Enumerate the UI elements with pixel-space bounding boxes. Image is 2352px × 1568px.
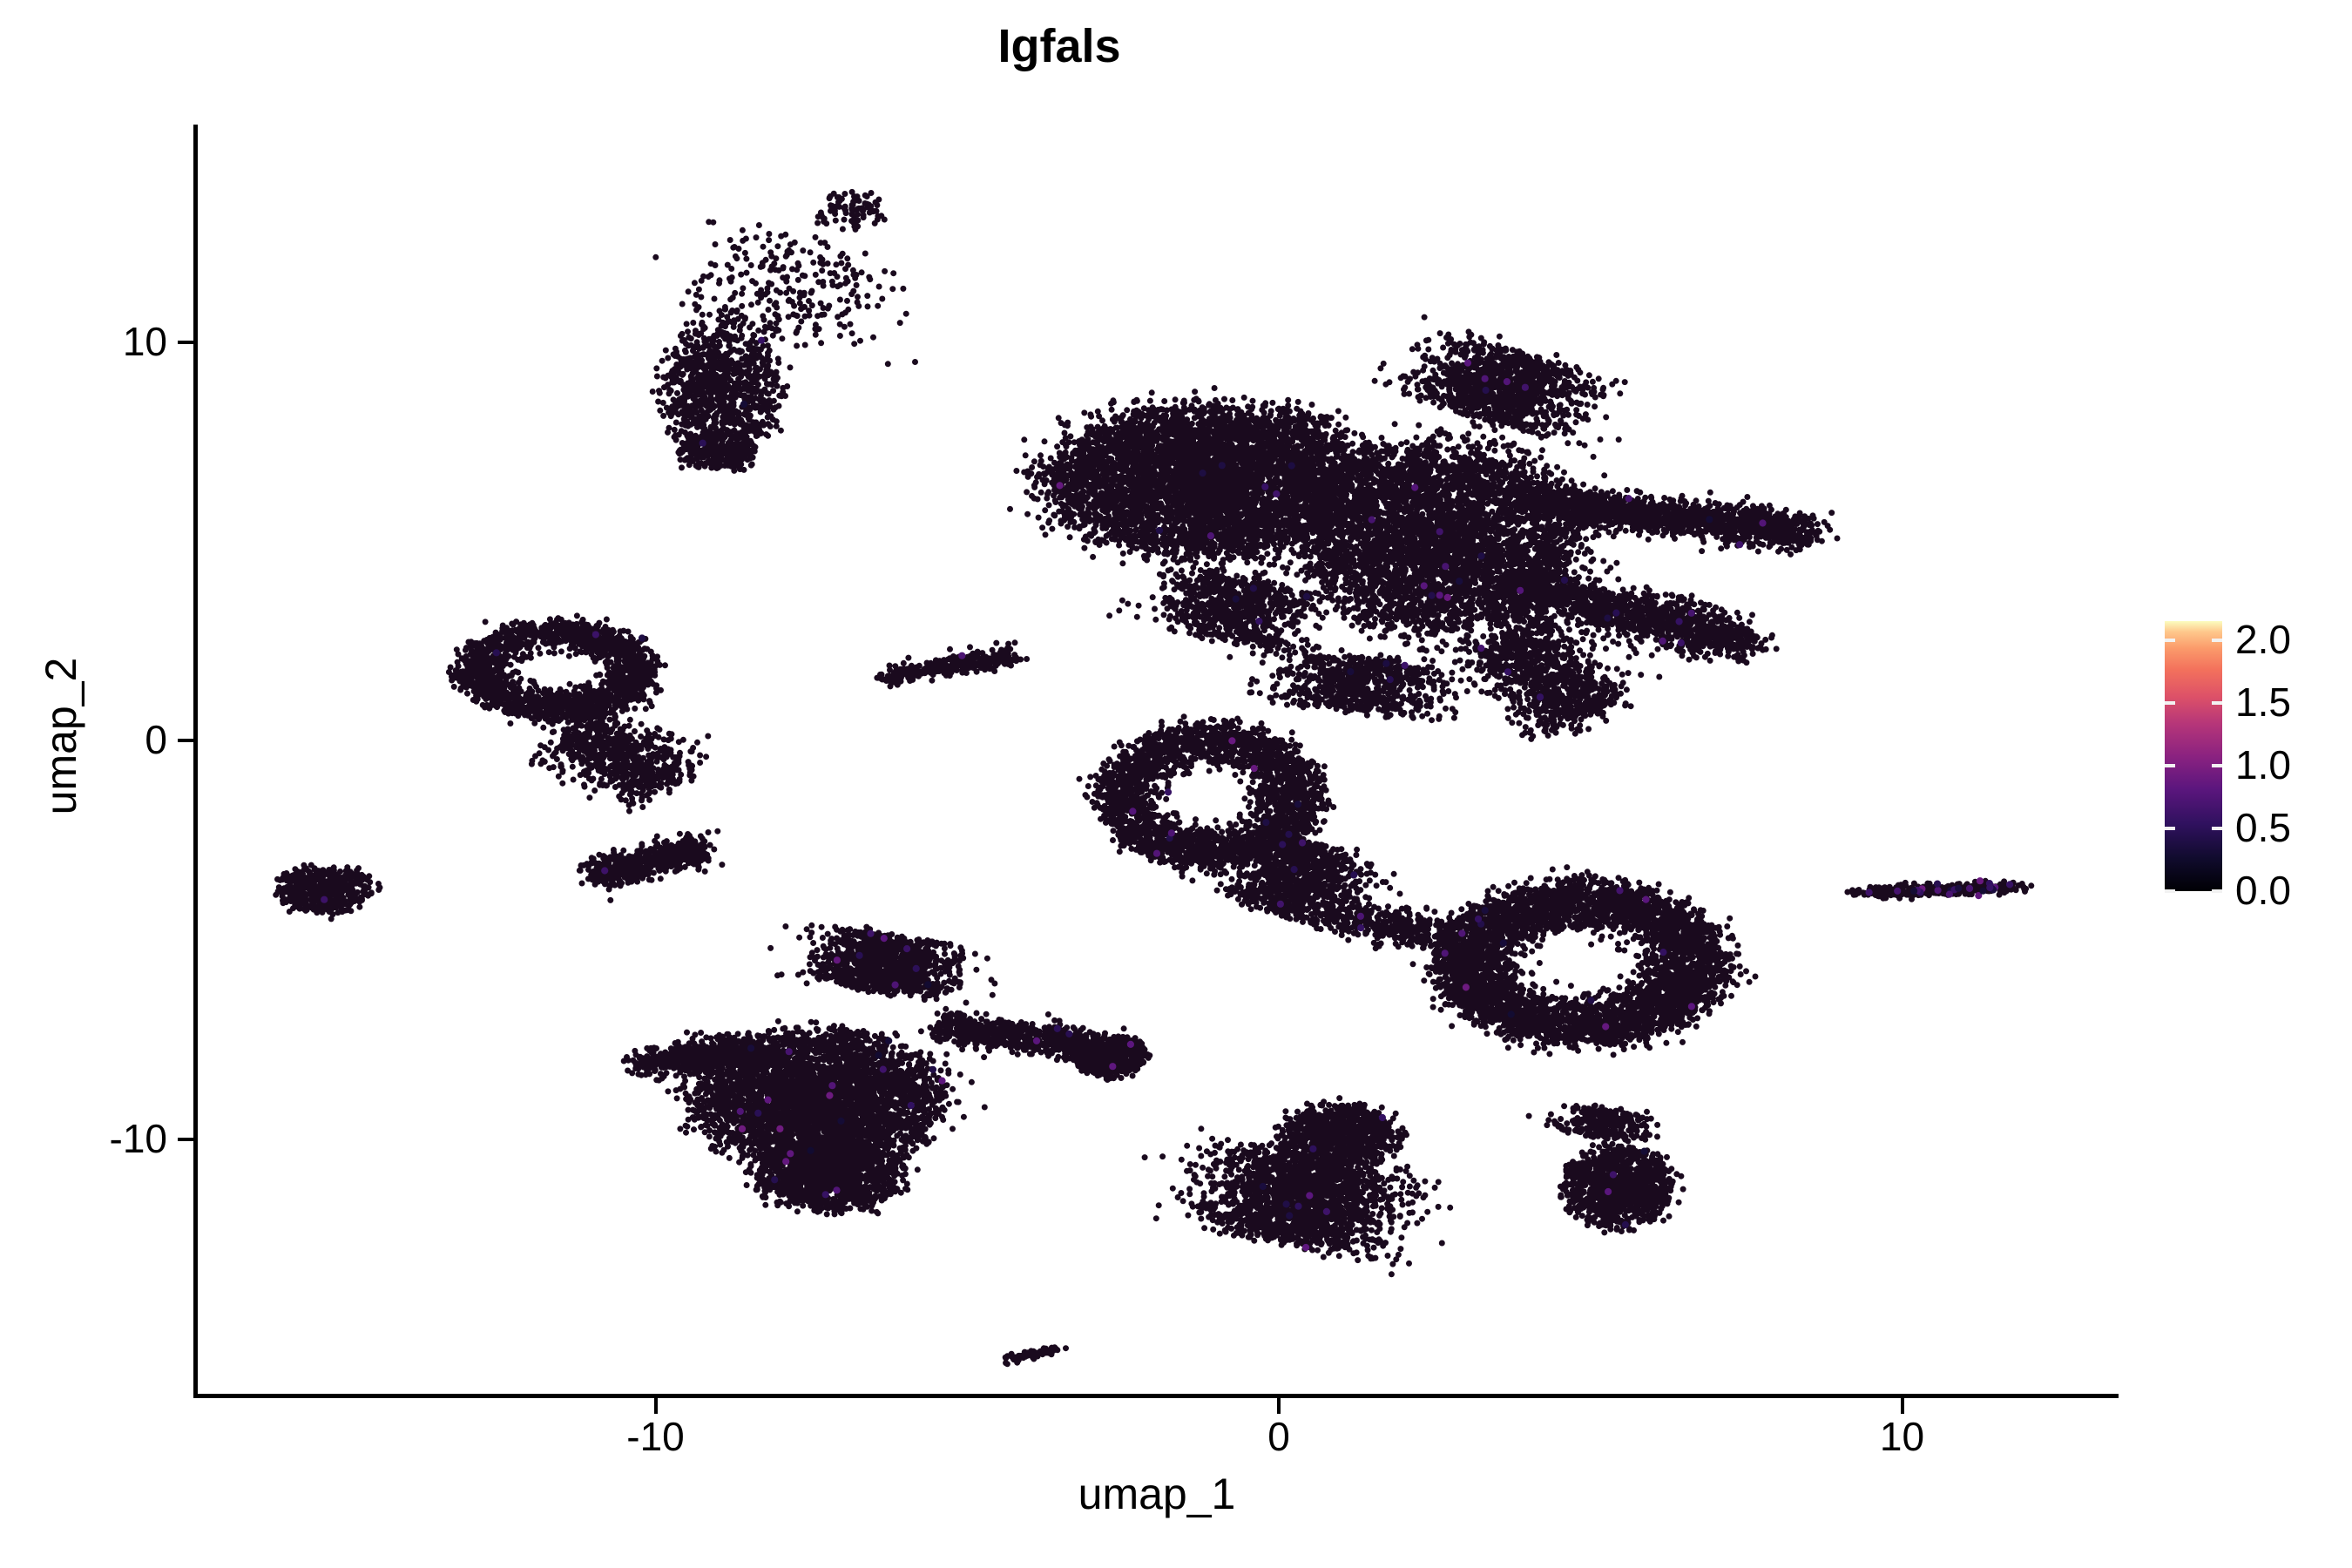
colorbar-tick-mark [2212, 638, 2222, 642]
x-tick-label: 10 [1879, 1414, 1925, 1459]
x-tick-mark [653, 1398, 658, 1414]
colorbar-tick-mark [2212, 700, 2222, 705]
points-highlighted [321, 336, 2014, 1252]
colorbar-tick-mark [2165, 638, 2175, 642]
x-axis-line [193, 1394, 2119, 1398]
scatter-points-layer [273, 188, 2035, 1368]
colorbar-tick-mark [2165, 889, 2175, 893]
y-tick-label: -10 [109, 1115, 167, 1161]
colorbar-tick-mark [2212, 889, 2222, 893]
colorbar-tick-mark [2212, 763, 2222, 767]
colorbar-gradient [2165, 621, 2222, 891]
colorbar-tick-mark [2212, 826, 2222, 830]
y-tick-label: 10 [122, 318, 167, 364]
x-tick-mark [1900, 1398, 1904, 1414]
y-tick-mark [178, 739, 193, 742]
page-title: Igfals [997, 20, 1121, 72]
y-tick-mark [178, 340, 193, 344]
y-tick-mark [178, 1137, 193, 1141]
colorbar-tick-label: 1.0 [2235, 741, 2291, 787]
scatter-panel [198, 125, 2119, 1394]
y-axis-line [193, 125, 198, 1398]
colorbar-tick-label: 0.0 [2235, 868, 2291, 913]
colorbar-tick-label: 2.0 [2235, 616, 2291, 662]
x-axis-title: umap_1 [1078, 1470, 1236, 1518]
colorbar-tick-mark [2165, 700, 2175, 705]
point [273, 188, 2035, 1368]
x-tick-label: 0 [1267, 1414, 1290, 1459]
x-tick-label: -10 [626, 1414, 685, 1459]
y-axis-title: umap_2 [37, 657, 85, 815]
colorbar-legend: 0.0 0.5 1.0 1.5 2.0 [2160, 610, 2335, 910]
colorbar-tick-label: 1.5 [2235, 679, 2291, 725]
points-base [273, 188, 2035, 1368]
y-tick-label: 0 [145, 717, 167, 762]
colorbar-tick-mark [2165, 763, 2175, 767]
x-tick-mark [1277, 1398, 1281, 1414]
colorbar-tick-label: 0.5 [2235, 804, 2291, 850]
colorbar-tick-mark [2165, 826, 2175, 830]
